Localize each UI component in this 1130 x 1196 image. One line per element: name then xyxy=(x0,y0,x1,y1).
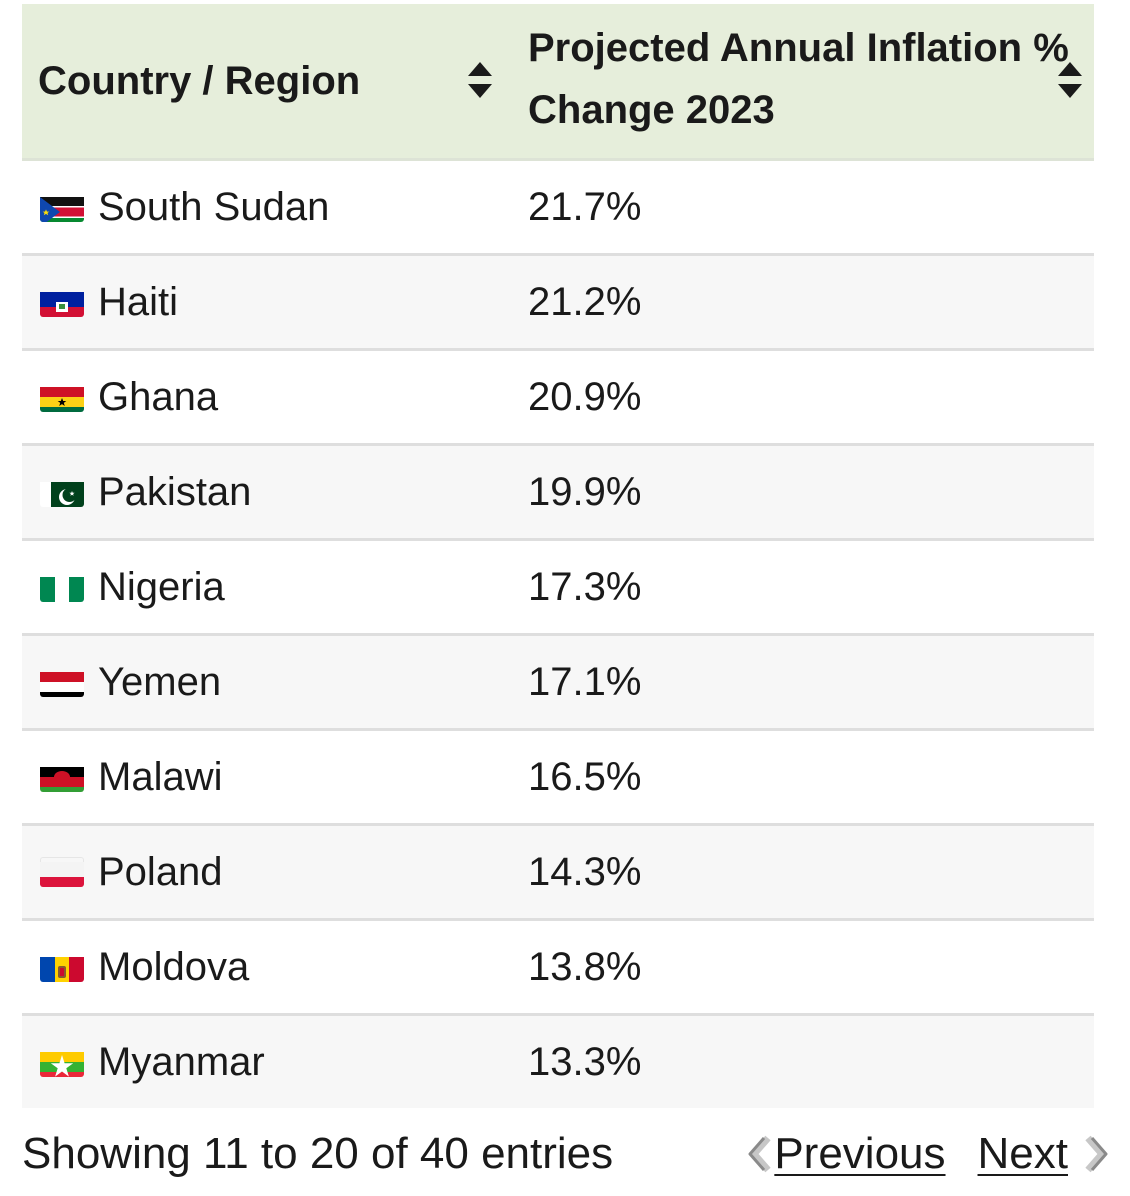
ghana-flag-icon xyxy=(40,382,84,412)
malawi-flag-icon xyxy=(40,762,84,792)
inflation-value: 21.2% xyxy=(528,279,642,324)
yemen-flag-icon xyxy=(40,667,84,697)
country-name: Nigeria xyxy=(98,564,225,609)
table-row: South Sudan 21.7% xyxy=(22,161,1094,256)
inflation-value: 21.7% xyxy=(528,184,642,229)
column-header-inflation[interactable]: Projected Annual Inflation % Change 2023 xyxy=(512,4,1094,158)
table-row: Moldova 13.8% xyxy=(22,921,1094,1016)
chevron-left-icon[interactable] xyxy=(744,1132,774,1176)
inflation-value: 19.9% xyxy=(528,469,642,514)
country-name: Yemen xyxy=(98,659,222,704)
country-name: Poland xyxy=(98,849,223,894)
table-footer: Showing 11 to 20 of 40 entries Previous … xyxy=(22,1124,1112,1184)
column-header-inflation-line1: Projected Annual Inflation % xyxy=(528,26,1069,70)
inflation-value: 13.3% xyxy=(528,1039,642,1084)
table-row: Malawi 16.5% xyxy=(22,731,1094,826)
haiti-flag-icon xyxy=(40,287,84,317)
chevron-right-icon[interactable] xyxy=(1082,1132,1112,1176)
south-sudan-flag-icon xyxy=(40,192,84,222)
nigeria-flag-icon xyxy=(40,572,84,602)
country-name: South Sudan xyxy=(98,184,330,229)
inflation-value: 20.9% xyxy=(528,374,642,419)
country-name: Moldova xyxy=(98,944,250,989)
pakistan-flag-icon xyxy=(40,477,84,507)
inflation-value: 16.5% xyxy=(528,754,642,799)
table-row: Ghana 20.9% xyxy=(22,351,1094,446)
sort-icon[interactable] xyxy=(1058,62,1082,98)
column-header-country-label: Country / Region xyxy=(38,59,361,103)
table-row: Pakistan 19.9% xyxy=(22,446,1094,541)
column-header-country[interactable]: Country / Region xyxy=(22,4,512,158)
entries-info: Showing 11 to 20 of 40 entries xyxy=(22,1129,614,1178)
country-name: Ghana xyxy=(98,374,219,419)
inflation-value: 17.1% xyxy=(528,659,642,704)
table-row: Haiti 21.2% xyxy=(22,256,1094,351)
inflation-value: 13.8% xyxy=(528,944,642,989)
country-name: Myanmar xyxy=(98,1039,265,1084)
column-header-inflation-line2: Change 2023 xyxy=(528,88,775,132)
country-name: Haiti xyxy=(98,279,179,324)
next-page-link[interactable]: Next xyxy=(977,1129,1068,1178)
table-row: Nigeria 17.3% xyxy=(22,541,1094,636)
pagination: Previous Next xyxy=(744,1129,1112,1179)
country-name: Malawi xyxy=(98,754,223,799)
inflation-table: Country / Region Projected Annual Inflat… xyxy=(22,4,1094,1108)
sort-icon[interactable] xyxy=(468,62,492,98)
table-row: Yemen 17.1% xyxy=(22,636,1094,731)
table-header: Country / Region Projected Annual Inflat… xyxy=(22,4,1094,161)
inflation-value: 17.3% xyxy=(528,564,642,609)
previous-page-link[interactable]: Previous xyxy=(774,1129,946,1178)
myanmar-flag-icon xyxy=(40,1047,84,1077)
moldova-flag-icon xyxy=(40,952,84,982)
table-row: Myanmar 13.3% xyxy=(22,1016,1094,1108)
poland-flag-icon xyxy=(40,857,84,887)
table-row: Poland 14.3% xyxy=(22,826,1094,921)
inflation-value: 14.3% xyxy=(528,849,642,894)
country-name: Pakistan xyxy=(98,469,252,514)
